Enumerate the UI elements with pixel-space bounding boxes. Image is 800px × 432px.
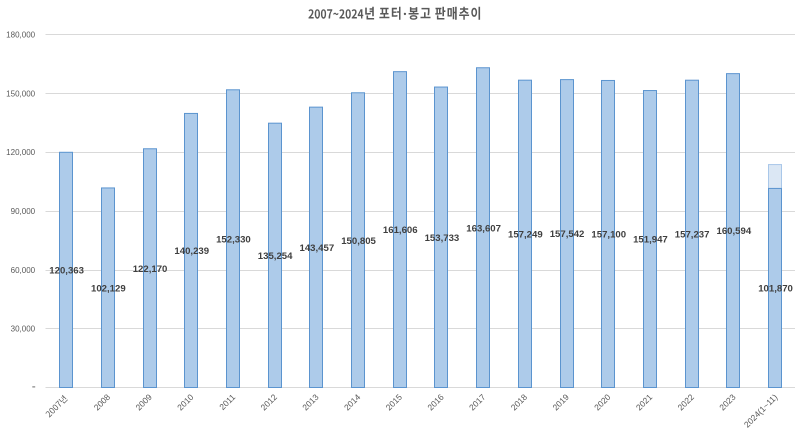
svg-text:157,542: 157,542 [550,229,585,240]
svg-text:152,330: 152,330 [216,234,251,245]
svg-text:150,805: 150,805 [341,236,376,247]
svg-text:150,000: 150,000 [6,89,35,98]
svg-text:120,363: 120,363 [49,266,84,277]
svg-text:135,254: 135,254 [258,251,293,262]
svg-text:143,457: 143,457 [300,243,335,254]
svg-text:140,239: 140,239 [174,246,209,257]
svg-text:120,000: 120,000 [6,148,35,157]
svg-text:151,947: 151,947 [633,235,668,246]
svg-text:157,100: 157,100 [591,230,626,241]
svg-text:101,870: 101,870 [758,284,793,295]
svg-text:60,000: 60,000 [11,266,36,275]
svg-text:90,000: 90,000 [11,207,36,216]
svg-text:157,249: 157,249 [508,229,543,240]
svg-text:153,733: 153,733 [425,233,460,244]
svg-text:102,129: 102,129 [91,283,126,294]
svg-text:161,606: 161,606 [383,225,418,236]
svg-text:30,000: 30,000 [11,325,36,334]
svg-text:160,594: 160,594 [717,226,752,237]
svg-text:157,237: 157,237 [675,230,710,241]
svg-text:163,607: 163,607 [466,223,501,234]
svg-text:122,170: 122,170 [133,264,168,275]
svg-text:180,000: 180,000 [6,31,35,40]
